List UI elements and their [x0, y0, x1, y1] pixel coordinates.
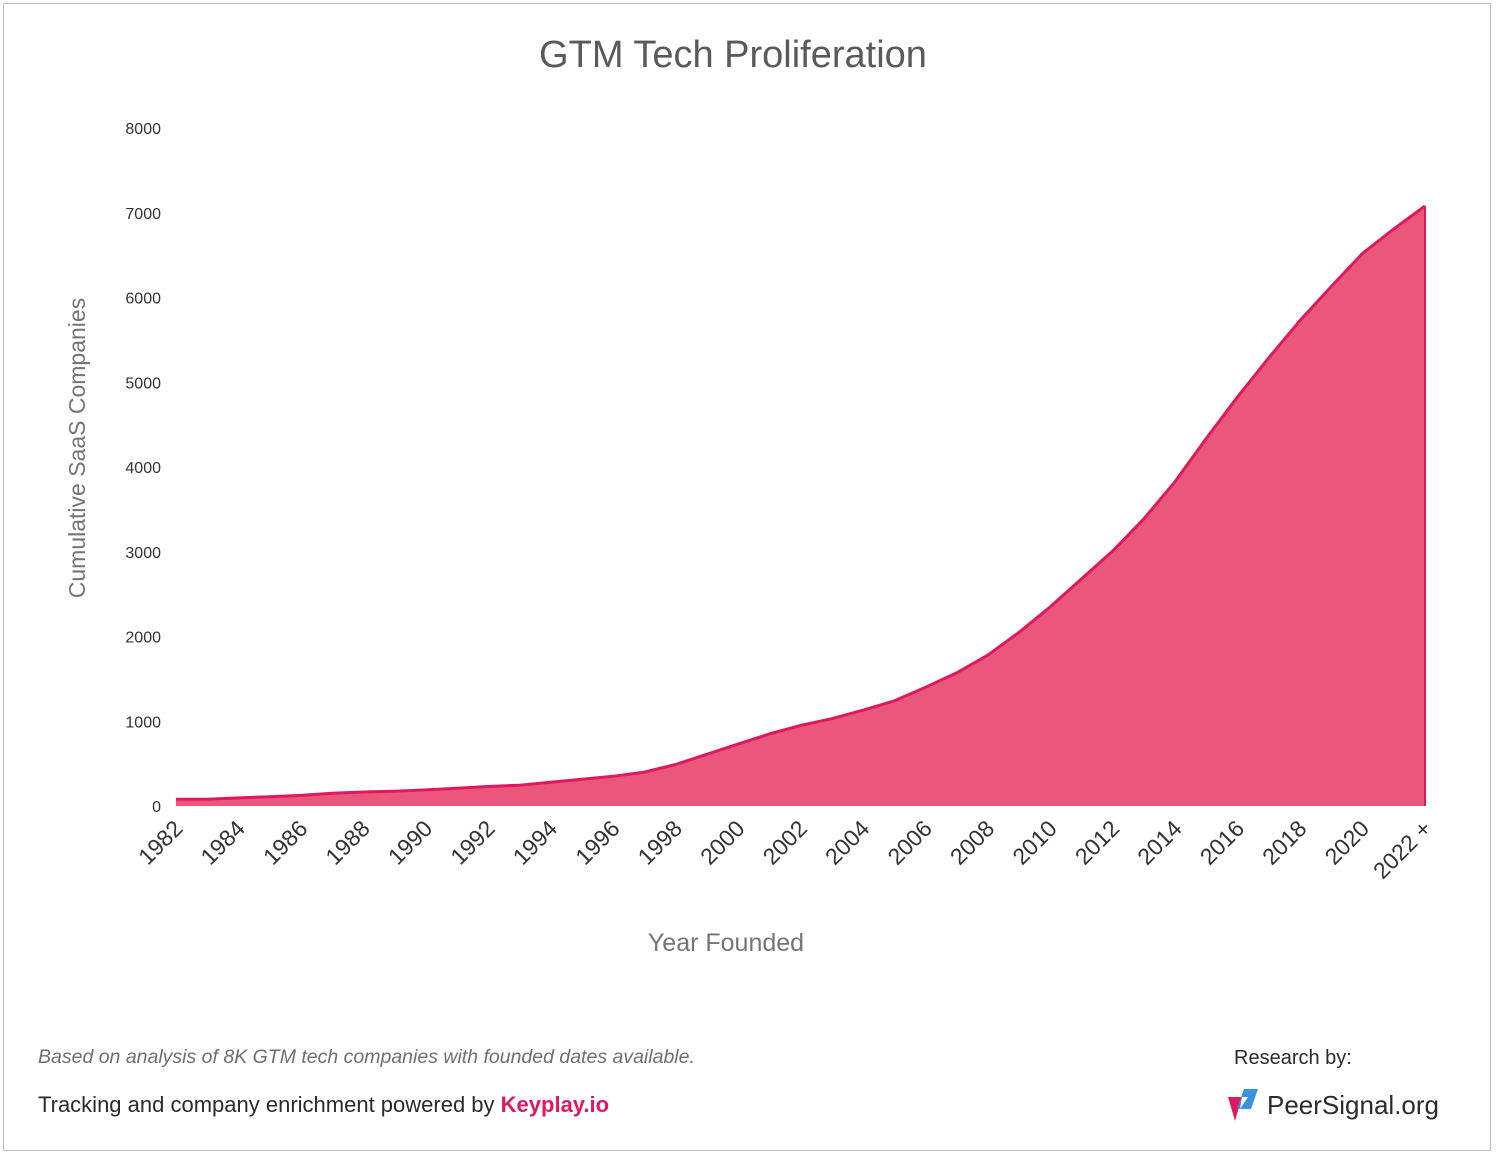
x-axis-title: Year Founded — [648, 929, 804, 957]
y-tick-label: 6000 — [125, 291, 161, 308]
x-tick-label: 2008 — [945, 815, 1000, 870]
x-tick-label: 2014 — [1132, 815, 1187, 870]
x-tick-label: 1998 — [633, 815, 688, 870]
y-tick-label: 5000 — [125, 375, 161, 392]
x-tick-label: 1990 — [383, 815, 438, 870]
x-tick-label: 2022 + — [1368, 815, 1437, 884]
x-tick-label: 2000 — [695, 815, 750, 870]
x-axis: 1982 1984 1986 1988 1990 1992 1994 1996 1998 2000… — [133, 815, 1437, 884]
x-tick-label: 2002 — [757, 815, 812, 870]
credit-text: Tracking and company enrichment powered … — [38, 1092, 501, 1117]
peersignal-brand[interactable]: PeerSignal.org — [1228, 1088, 1439, 1122]
x-tick-label: 1982 — [133, 815, 188, 870]
x-tick-label: 1992 — [445, 815, 500, 870]
x-tick-label: 2010 — [1007, 815, 1062, 870]
x-tick-label: 1988 — [320, 815, 375, 870]
y-tick-label: 1000 — [125, 714, 161, 731]
x-tick-label: 1984 — [195, 815, 250, 870]
keyplay-link[interactable]: Keyplay.io — [500, 1092, 610, 1117]
footnote: Based on analysis of 8K GTM tech compani… — [38, 1046, 695, 1068]
brand-name: PeerSignal.org — [1267, 1089, 1439, 1120]
x-tick-label: 2004 — [820, 815, 875, 870]
peersignal-logo-icon — [1228, 1089, 1258, 1121]
x-tick-label: 2020 — [1320, 815, 1375, 870]
x-tick-label: 2012 — [1070, 815, 1125, 870]
research-label: Research by: — [1234, 1047, 1352, 1069]
y-tick-label: 3000 — [125, 545, 161, 562]
x-tick-label: 2016 — [1195, 815, 1250, 870]
y-tick-label: 7000 — [125, 206, 161, 223]
y-tick-label: 4000 — [125, 460, 161, 477]
x-tick-label: 1986 — [258, 815, 313, 870]
y-tick-label: 0 — [152, 799, 161, 816]
y-tick-label: 8000 — [125, 121, 161, 138]
area-series-fill — [176, 206, 1425, 806]
x-tick-label: 2018 — [1257, 815, 1312, 870]
y-axis: 0 1000 2000 3000 4000 5000 6000 7000 8000 — [125, 121, 161, 816]
credit-line: Tracking and company enrichment powered … — [38, 1092, 609, 1118]
y-axis-title: Cumulative SaaS Companies — [64, 298, 90, 598]
y-tick-label: 2000 — [125, 630, 161, 647]
x-tick-label: 2006 — [882, 815, 937, 870]
x-tick-label: 1996 — [570, 815, 625, 870]
area-series-line — [176, 204, 1426, 801]
x-tick-label: 1994 — [508, 815, 563, 870]
chart-title: GTM Tech Proliferation — [539, 34, 927, 76]
